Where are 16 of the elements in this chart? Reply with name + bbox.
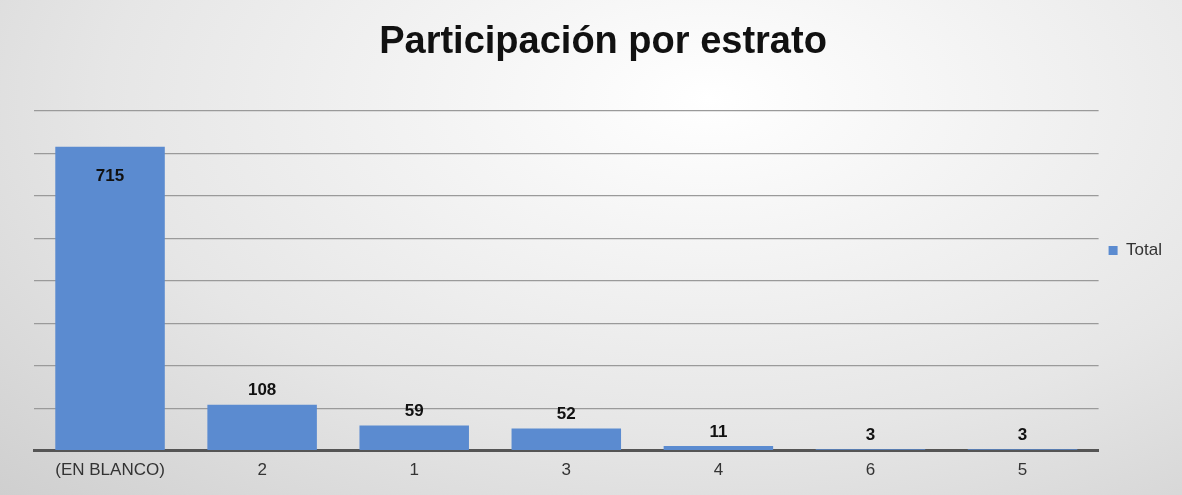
data-label: 3 — [865, 425, 876, 445]
data-label: 3 — [1017, 425, 1028, 445]
x-tick-label: 6 — [865, 460, 876, 480]
x-tick-label: 2 — [257, 460, 267, 480]
data-label: 52 — [556, 404, 576, 424]
x-tick-label: (EN BLANCO) — [55, 460, 165, 480]
data-label: 59 — [404, 401, 424, 421]
legend-label: Total — [1126, 240, 1163, 260]
x-tick-label: 3 — [561, 460, 572, 480]
chart-title: Participación por estrato — [379, 19, 827, 62]
data-label: 108 — [247, 380, 277, 400]
data-label: 715 — [95, 166, 125, 186]
x-tick-label: 4 — [713, 460, 724, 480]
x-tick-label: 1 — [409, 460, 419, 480]
data-label: 11 — [709, 421, 728, 441]
x-tick-label: 5 — [1017, 460, 1028, 480]
